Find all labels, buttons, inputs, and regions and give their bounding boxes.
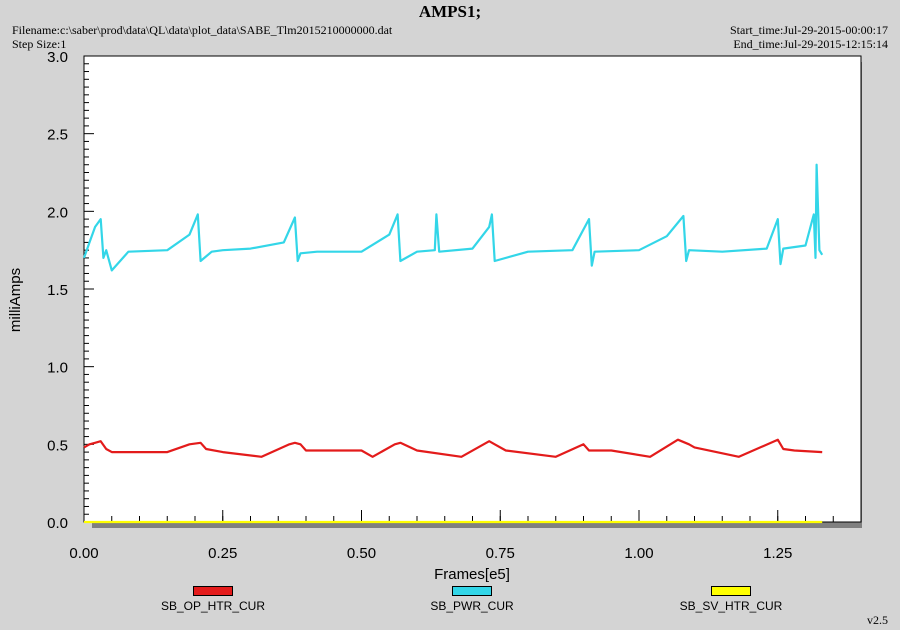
legend-swatch (193, 586, 233, 596)
x-tick-label: 0.75 (486, 545, 515, 562)
y-axis-label: milliAmps (7, 268, 24, 332)
end-time-text: End_time:Jul-29-2015-12:15:14 (733, 37, 888, 51)
plot-area (83, 55, 862, 523)
x-tick-label: 1.00 (624, 545, 653, 562)
step-size-text: Step Size:1 (12, 37, 67, 51)
series-line-sb-pwr-cur (82, 163, 824, 272)
legend-label: SB_PWR_CUR (430, 599, 514, 613)
y-tick-label: 2.0 (47, 204, 68, 221)
legend-item: SB_SV_HTR_CUR (651, 586, 811, 613)
version-text: v2.5 (867, 613, 888, 627)
legend-item: SB_PWR_CUR (392, 586, 552, 613)
y-tick-label: 1.0 (47, 360, 68, 377)
x-tick-label: 1.25 (763, 545, 792, 562)
legend-swatch (711, 586, 751, 596)
x-tick-label: 0.25 (208, 545, 237, 562)
series-line-sb-op-htr-cur (83, 438, 823, 458)
legend-item: SB_OP_HTR_CUR (133, 586, 293, 613)
start-time-text: Start_time:Jul-29-2015-00:00:17 (730, 23, 888, 37)
y-tick-label: 0.0 (47, 515, 68, 532)
series-group (82, 163, 824, 524)
legend-label: SB_SV_HTR_CUR (679, 599, 783, 613)
legend-swatch (452, 586, 492, 596)
x-tick-label: 0.50 (347, 545, 376, 562)
y-tick-label: 0.5 (47, 437, 68, 454)
y-tick-label: 3.0 (47, 49, 68, 66)
filename-text: Filename:c:\saber\prod\data\QL\data\plot… (12, 23, 393, 37)
x-axis-label: Frames[e5] (434, 566, 510, 583)
x-tick-label: 0.00 (69, 545, 98, 562)
y-tick-label: 1.5 (47, 282, 68, 299)
chart-title: AMPS1; (418, 2, 482, 21)
legend-label: SB_OP_HTR_CUR (160, 599, 266, 613)
y-tick-label: 2.5 (47, 127, 68, 144)
